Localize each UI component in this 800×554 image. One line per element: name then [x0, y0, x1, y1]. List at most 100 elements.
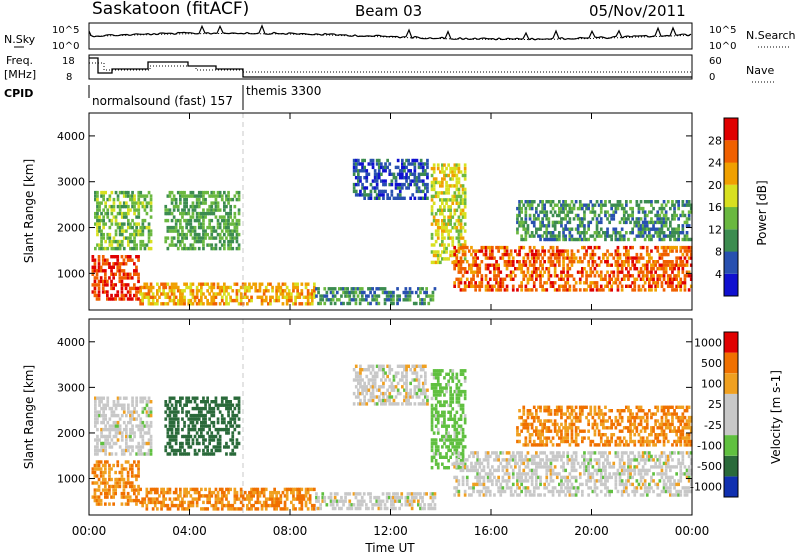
data-cell [179, 211, 182, 216]
data-cell [237, 208, 241, 212]
data-cell [499, 288, 503, 292]
data-cell [106, 481, 109, 485]
data-cell [445, 184, 448, 188]
data-cell [120, 448, 124, 453]
data-cell [409, 381, 412, 386]
data-cell [183, 500, 186, 505]
data-cell [181, 225, 184, 230]
data-cell [135, 269, 138, 273]
data-cell [141, 420, 145, 425]
data-cell [434, 194, 438, 199]
data-cell [614, 260, 618, 264]
data-cell [260, 487, 264, 492]
data-cell [360, 294, 364, 298]
data-cell [457, 177, 461, 181]
data-cell [447, 438, 450, 442]
data-cell [98, 243, 101, 247]
data-cell [414, 495, 418, 500]
data-cell [421, 385, 425, 389]
data-cell [421, 402, 425, 406]
data-cell [172, 438, 176, 442]
data-cell [269, 295, 272, 299]
data-cell [220, 507, 224, 511]
data-cell [436, 208, 440, 212]
data-cell [417, 503, 420, 507]
data-cell [102, 445, 105, 449]
data-cell [419, 495, 422, 500]
data-cell [472, 256, 475, 260]
data-cell [639, 252, 643, 257]
data-cell [97, 265, 101, 269]
data-cell [225, 289, 228, 293]
data-cell [112, 441, 116, 446]
data-cell [174, 201, 178, 205]
data-cell [415, 158, 419, 163]
data-cell [110, 265, 113, 269]
data-cell [189, 298, 193, 303]
data-cell [256, 494, 260, 498]
data-cell [363, 395, 366, 399]
data-cell [472, 277, 475, 281]
data-cell [260, 298, 264, 303]
data-cell [618, 263, 622, 267]
data-cell [457, 424, 461, 428]
data-cell [145, 424, 149, 428]
data-cell [666, 263, 670, 267]
data-cell [532, 270, 536, 274]
data-cell [453, 421, 457, 425]
data-cell [187, 298, 191, 303]
data-cell [112, 502, 115, 506]
data-cell [195, 302, 199, 306]
data-cell [129, 246, 132, 251]
data-cell [453, 212, 457, 216]
data-cell [122, 262, 126, 266]
data-cell [650, 237, 653, 242]
data-cell [602, 256, 605, 260]
data-cell [185, 204, 188, 209]
data-cell [516, 220, 519, 225]
data-cell [543, 252, 546, 257]
data-cell [671, 231, 674, 235]
data-cell [181, 434, 184, 439]
data-cell [583, 256, 586, 260]
data-cell [212, 302, 216, 306]
data-cell [461, 215, 465, 219]
data-cell [122, 420, 126, 425]
data-cell [189, 400, 193, 404]
data-cell [174, 448, 178, 453]
data-cell [441, 438, 444, 442]
data-cell [568, 288, 572, 292]
data-cell [133, 208, 136, 212]
data-cell [622, 260, 626, 264]
data-cell [373, 378, 377, 382]
data-cell [256, 500, 260, 505]
data-cell [304, 295, 308, 299]
data-cell [443, 236, 446, 240]
data-cell [202, 211, 205, 216]
data-cell [687, 237, 691, 242]
data-cell [147, 225, 151, 230]
data-cell [96, 452, 99, 456]
data-cell [126, 290, 130, 294]
data-cell [170, 239, 174, 244]
data-cell [595, 263, 599, 267]
data-cell [223, 239, 226, 244]
data-cell [283, 289, 287, 293]
data-cell [404, 499, 408, 503]
data-cell [149, 289, 153, 293]
data-cell [476, 256, 479, 260]
data-cell [610, 277, 613, 281]
data-cell [377, 388, 381, 392]
data-cell [685, 237, 689, 242]
data-cell [583, 288, 586, 292]
data-cell [382, 381, 385, 386]
data-cell [237, 243, 241, 247]
data-cell [392, 503, 395, 507]
data-cell [162, 503, 165, 508]
data-cell [354, 301, 358, 306]
data-cell [170, 229, 174, 233]
data-cell [102, 197, 105, 202]
data-cell [451, 198, 455, 202]
data-cell [583, 252, 586, 257]
data-cell [541, 263, 544, 267]
